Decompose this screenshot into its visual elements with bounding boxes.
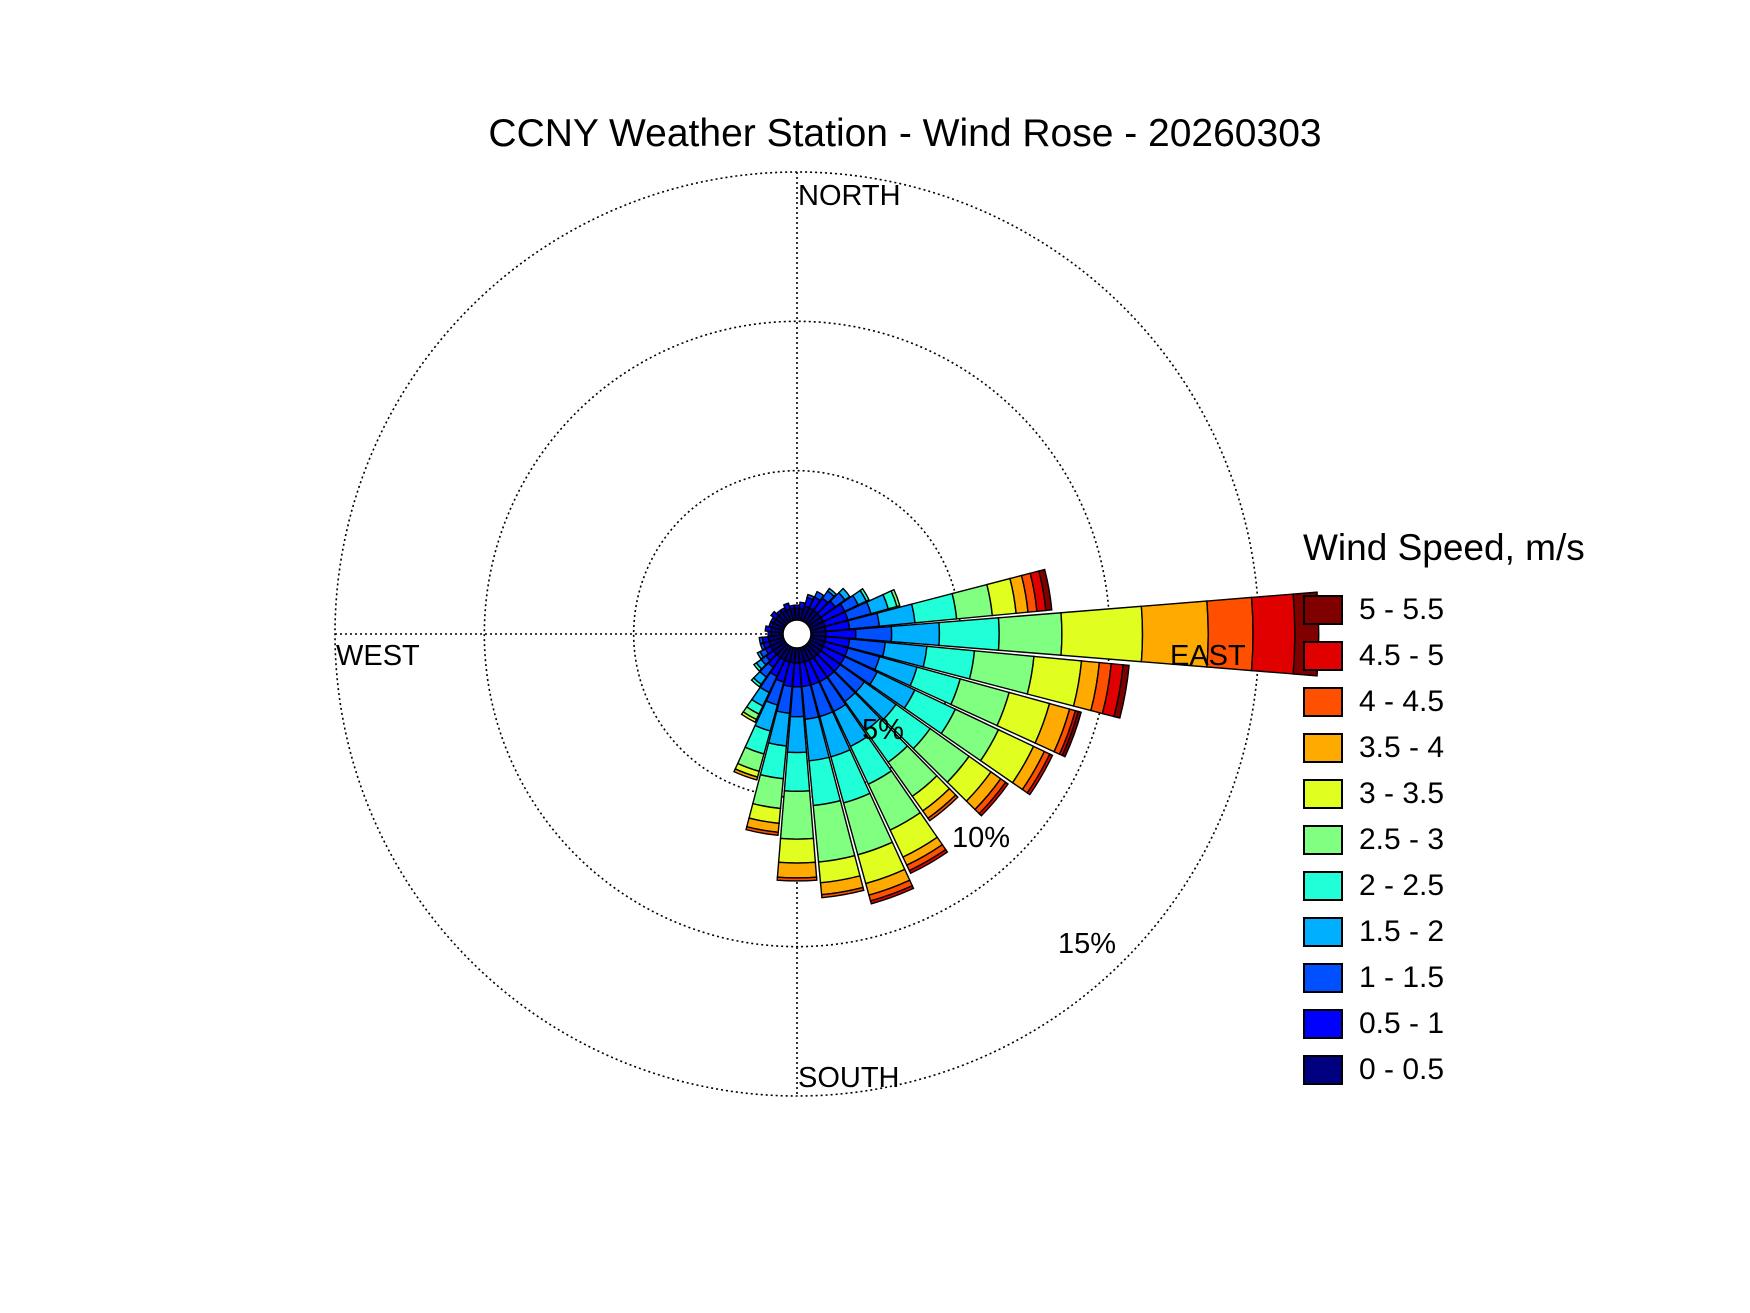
sector-340-bin-1 [782,602,791,612]
sector-180-bin-2 [789,685,805,718]
west-label: WEST [336,640,420,672]
sector-140-bin-8 [926,793,959,822]
sector-280-bin-1 [764,625,773,633]
legend-label: 2 - 2.5 [1359,869,1445,902]
sector-90-bin-6 [1060,605,1144,663]
sector-90-bin-9 [1250,593,1296,675]
sector-170-bin-8 [820,886,865,899]
legend-label: 5 - 5.5 [1359,593,1445,626]
legend-item: 4 - 4.5 [1303,679,1585,725]
legend-label: 1.5 - 2 [1359,915,1445,948]
legend-swatch [1303,963,1343,993]
legend-label: 3 - 3.5 [1359,777,1445,810]
legend-title: Wind Speed, m/s [1303,527,1585,568]
sector-50-bin-3 [837,587,851,601]
legend-swatch [1303,595,1343,625]
legend-item: 3 - 3.5 [1303,771,1585,817]
ring-label-5: 5% [862,714,904,746]
sector-180-bin-5 [779,790,815,840]
legend-swatch [1303,687,1343,717]
sector-100-bin-10 [1113,664,1130,719]
sector-210-bin-6 [740,710,758,724]
chart-title: CCNY Weather Station - Wind Rose - 20260… [488,112,1322,155]
sector-350-bin-1 [788,604,796,610]
sector-190-bin-8 [745,825,780,837]
legend: Wind Speed, m/s 5 - 5.5 4.5 - 5 4 - 4.5 3.5… [1303,527,1585,1093]
legend-swatch [1303,733,1343,763]
sector-180-bin-8 [776,876,818,882]
legend-item: 3.5 - 4 [1303,725,1585,771]
legend-label: 1 - 1.5 [1359,961,1445,994]
sector-180-bin-6 [777,837,817,864]
sector-80-bin-5 [951,583,994,620]
sector-90-bin-5 [997,612,1063,656]
wind-rose-bars [733,568,1320,905]
sector-260-bin-2 [758,636,765,645]
sector-100-bin-6 [1026,655,1083,707]
sector-180-bin-4 [783,751,811,793]
legend-swatch [1303,825,1343,855]
legend-item: 4.5 - 5 [1303,633,1585,679]
sector-70-bin-5 [890,588,901,608]
ring-label-15: 15% [1058,928,1117,960]
legend-item: 2 - 2.5 [1303,863,1585,909]
legend-swatch [1303,1009,1343,1039]
legend-item: 1 - 1.5 [1303,955,1585,1001]
sector-120-bin-9 [1026,753,1054,796]
legend-item: 2.5 - 3 [1303,817,1585,863]
legend-label: 2.5 - 3 [1359,823,1445,856]
sector-80-bin-10 [1038,568,1053,612]
legend-swatch [1303,1055,1343,1085]
sector-90-bin-3 [890,621,941,647]
sector-130-bin-9 [978,781,1010,817]
legend-swatch [1303,917,1343,947]
legend-item: 0 - 0.5 [1303,1047,1585,1093]
sector-150-bin-9 [908,848,949,875]
legend-item: 5 - 5.5 [1303,587,1585,633]
legend-items: 5 - 5.5 4.5 - 5 4 - 4.5 3.5 - 4 3 - 3.5 2.5 -… [1303,587,1585,1093]
sector-180-bin-3 [786,715,808,754]
sector-90-bin-4 [938,617,1000,651]
legend-label: 4 - 4.5 [1359,685,1445,718]
legend-label: 4.5 - 5 [1359,639,1445,672]
sector-0-bin-1 [793,604,801,609]
sector-200-bin-7 [733,768,759,781]
legend-label: 0.5 - 1 [1359,1007,1445,1040]
ring-label-10: 10% [952,822,1011,854]
legend-swatch [1303,871,1343,901]
sector-220-bin-4 [750,677,763,688]
sector-60-bin-4 [859,587,870,603]
center-hub [782,619,812,649]
sector-310-bin-1 [770,610,780,620]
sector-180-bin-7 [776,861,818,879]
legend-swatch [1303,779,1343,809]
east-label: EAST [1170,640,1246,672]
legend-swatch [1303,641,1343,671]
sector-160-bin-9 [869,884,915,905]
south-label: SOUTH [798,1062,900,1094]
legend-item: 1.5 - 2 [1303,909,1585,955]
sector-80-bin-4 [910,592,958,624]
legend-label: 3.5 - 4 [1359,731,1445,764]
sector-110-bin-10 [1061,710,1083,758]
legend-item: 0.5 - 1 [1303,1001,1585,1047]
sector-90-bin-2 [854,625,893,643]
sector-270-bin-1 [767,630,772,638]
sector-230-bin-4 [752,661,763,673]
hub-circle [782,619,812,649]
sector-240-bin-3 [756,650,765,660]
north-label: NORTH [798,180,901,212]
sector-40-bin-3 [826,587,838,598]
legend-label: 0 - 0.5 [1359,1053,1445,1086]
